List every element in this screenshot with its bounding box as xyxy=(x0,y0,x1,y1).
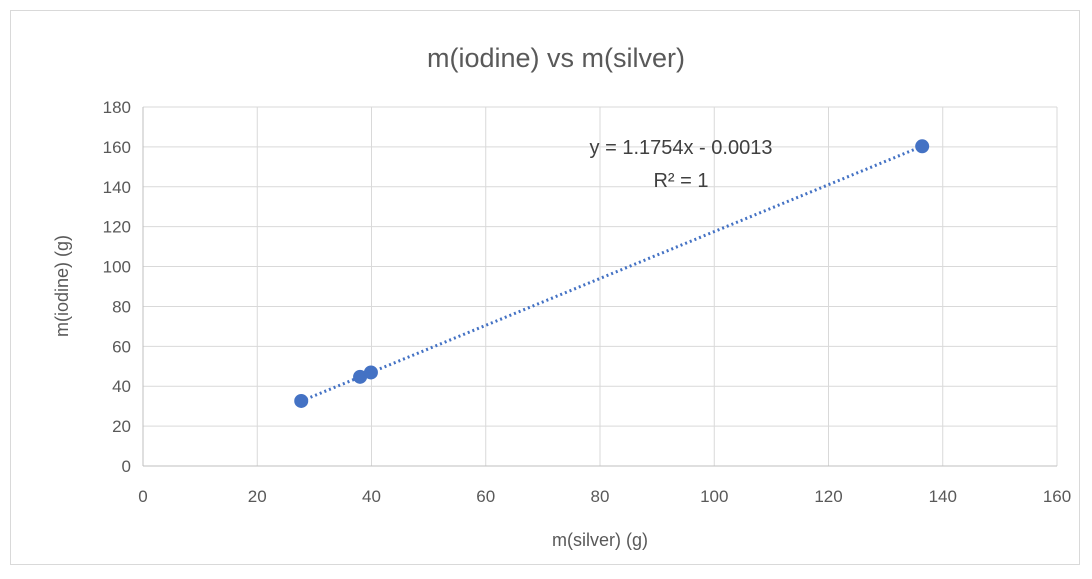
trendline-r-squared: R² = 1 xyxy=(653,170,708,192)
x-axis-label: m(silver) (g) xyxy=(552,530,648,550)
trendline-equation: y = 1.1754x - 0.0013 xyxy=(590,137,773,159)
y-tick-label: 20 xyxy=(112,417,131,436)
x-tick-label: 140 xyxy=(929,487,957,506)
axes xyxy=(142,107,1057,467)
y-tick-label: 180 xyxy=(103,98,131,117)
x-tick-label: 40 xyxy=(362,487,381,506)
y-tick-label: 120 xyxy=(103,218,131,237)
y-tick-label: 100 xyxy=(103,258,131,277)
y-axis-label: m(iodine) (g) xyxy=(52,235,72,337)
data-point xyxy=(915,139,930,154)
data-point xyxy=(363,365,378,380)
x-tick-label: 0 xyxy=(138,487,147,506)
data-points xyxy=(294,139,930,408)
x-tick-label: 100 xyxy=(700,487,728,506)
y-tick-label: 0 xyxy=(122,457,131,476)
y-tick-label: 60 xyxy=(112,337,131,356)
x-tick-label: 60 xyxy=(476,487,495,506)
chart-area xyxy=(10,10,1080,565)
x-tick-label: 80 xyxy=(591,487,610,506)
x-tick-label: 120 xyxy=(814,487,842,506)
y-tick-label: 80 xyxy=(112,297,131,316)
tick-labels: 0 20 40 60 80 100 120 140 160 180 0 20 40 60 80 100 120 1… xyxy=(103,98,1072,506)
data-point xyxy=(294,393,309,408)
x-tick-label: 160 xyxy=(1043,487,1071,506)
gridlines xyxy=(143,106,1058,466)
x-tick-label: 20 xyxy=(248,487,267,506)
chart-title: m(iodine) vs m(silver) xyxy=(427,43,685,73)
trendline-layer xyxy=(300,144,923,403)
y-tick-label: 140 xyxy=(103,178,131,197)
y-tick-label: 160 xyxy=(103,138,131,157)
y-tick-label: 40 xyxy=(112,377,131,396)
trendline xyxy=(300,144,923,403)
